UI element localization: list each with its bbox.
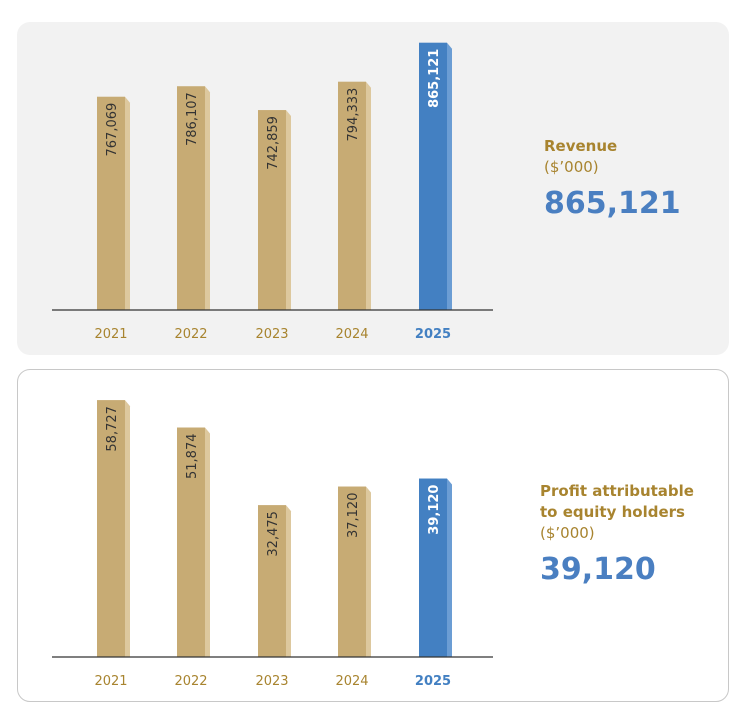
value-label: 58,727 <box>105 406 120 451</box>
value-label: 51,874 <box>185 433 200 479</box>
profit-summary: Profit attributable to equity holders ($… <box>540 481 694 587</box>
bar-side <box>366 81 371 310</box>
year-label: 2023 <box>255 327 288 342</box>
bar-2024 <box>337 486 366 657</box>
value-label: 865,121 <box>427 49 442 108</box>
bar-2021 <box>97 96 125 311</box>
bar-2025 <box>418 478 447 657</box>
bar-side <box>124 399 130 657</box>
year-label: 2022 <box>174 327 207 342</box>
profit-headline: 39,120 <box>540 552 656 587</box>
profit-title-line2: to equity holders <box>540 503 685 521</box>
bar-side <box>446 478 452 657</box>
year-label: 2025 <box>414 674 450 689</box>
bar-2022 <box>177 86 205 311</box>
bar-2022 <box>176 427 205 657</box>
revenue-title: Revenue <box>544 137 618 155</box>
value-label: 32,475 <box>266 511 281 556</box>
bar-side <box>125 96 130 311</box>
year-label: 2021 <box>94 674 127 689</box>
value-label: 37,120 <box>346 492 361 538</box>
value-label: 767,069 <box>105 103 120 157</box>
year-label: 2023 <box>255 674 288 689</box>
value-label: 794,333 <box>346 88 361 142</box>
value-label: 742,859 <box>266 116 281 170</box>
bar-2025 <box>419 42 447 311</box>
bar-side <box>286 110 291 311</box>
year-label: 2024 <box>335 674 368 689</box>
year-label: 2025 <box>415 327 451 342</box>
bar-side <box>205 86 210 311</box>
bar-2024 <box>338 81 366 310</box>
value-label: 39,120 <box>427 484 442 534</box>
revenue-chart: 767,069 2021 786,107 2022 742,859 2023 794,333… <box>52 42 493 342</box>
bar-2023 <box>257 504 286 657</box>
bar-2021 <box>96 399 125 657</box>
profit-chart: 58,727 2021 51,874 2022 32,475 2023 37,120 2024… <box>51 399 493 689</box>
year-label: 2021 <box>94 327 127 342</box>
bar-2023 <box>258 110 286 311</box>
profit-unit: ($’000) <box>540 524 595 542</box>
bar-side <box>447 42 452 311</box>
year-label: 2022 <box>174 674 207 689</box>
profit-panel: 58,727 2021 51,874 2022 32,475 2023 37,120 2024… <box>17 369 729 702</box>
revenue-panel: 767,069 2021 786,107 2022 742,859 2023 794,333… <box>17 22 729 355</box>
revenue-unit: ($’000) <box>544 158 599 176</box>
value-label: 786,107 <box>185 92 200 146</box>
revenue-summary: Revenue ($’000) 865,121 <box>544 136 681 221</box>
bar-side <box>204 427 210 657</box>
bar-side <box>285 504 291 657</box>
profit-title-line1: Profit attributable <box>540 482 694 500</box>
revenue-headline: 865,121 <box>544 186 681 221</box>
year-label: 2024 <box>335 327 368 342</box>
bar-side <box>365 486 371 657</box>
